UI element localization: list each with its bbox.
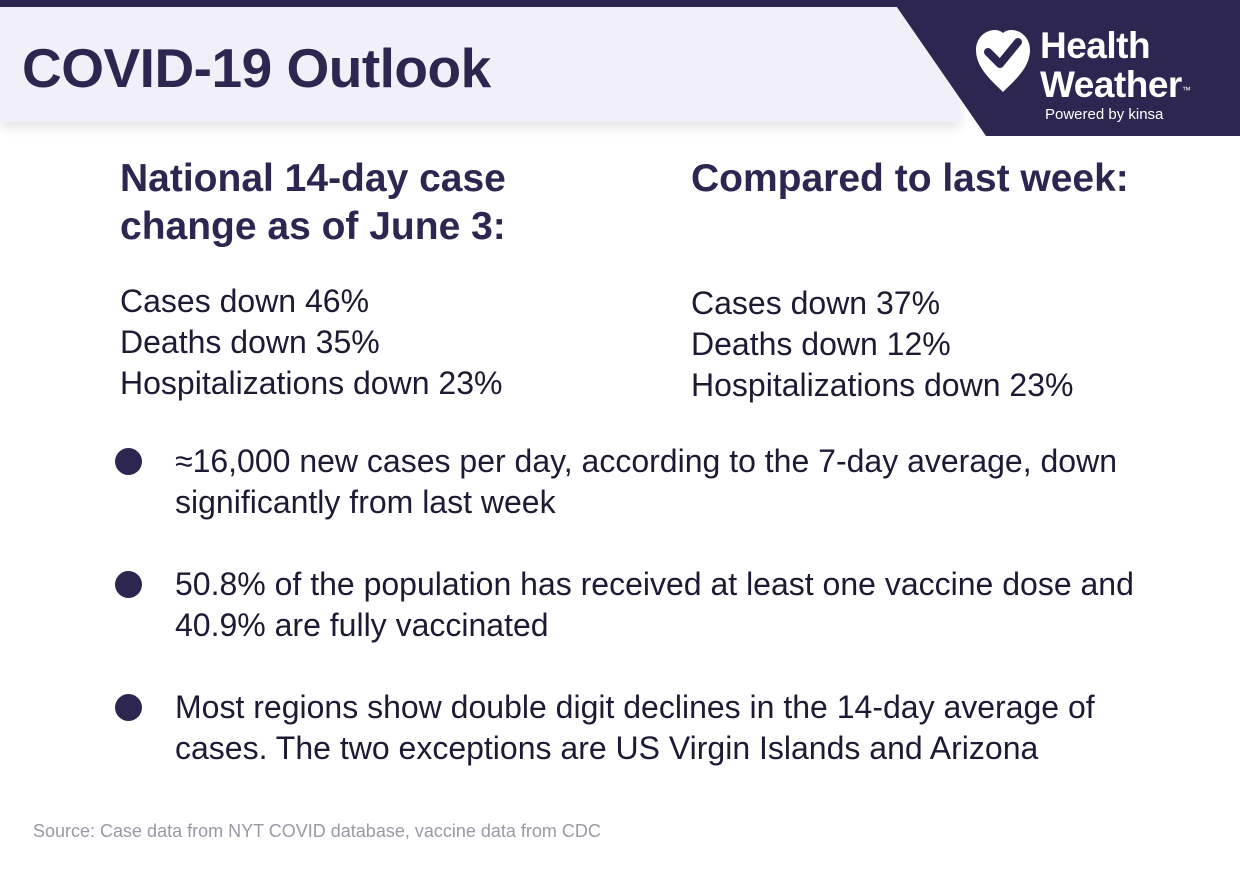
bullet-text: ≈16,000 new cases per day, according to …: [175, 443, 1117, 520]
brand-tagline: Powered by kinsa: [1045, 106, 1164, 123]
trademark-mark: ™: [1181, 85, 1191, 95]
top-rule: [0, 0, 1240, 7]
national-heading: National 14-day case change as of June 3…: [120, 157, 506, 248]
comparison-stat-deaths: Deaths down 12%: [691, 326, 951, 362]
bullet-dot-icon: [115, 571, 142, 598]
header-band: [0, 7, 960, 122]
bullet-dot-icon: [115, 448, 142, 475]
heart-check-icon: [976, 30, 1030, 92]
comparison-heading: Compared to last week:: [691, 157, 1129, 200]
source-note: Source: Case data from NYT COVID databas…: [33, 821, 601, 841]
comparison-stat-hospitalizations: Hospitalizations down 23%: [691, 367, 1074, 403]
national-stat-cases: Cases down 46%: [120, 283, 370, 319]
national-stat-hospitalizations: Hospitalizations down 23%: [120, 365, 503, 401]
comparison-stat-cases: Cases down 37%: [691, 285, 941, 321]
bullet-text: Most regions show double digit declines …: [175, 689, 1095, 766]
brand-name-line1: Health: [1040, 25, 1151, 66]
national-stat-deaths: Deaths down 35%: [120, 324, 380, 360]
brand-name: Health Weather™: [1040, 26, 1230, 104]
bullet-dot-icon: [115, 694, 142, 721]
page-title: COVID-19 Outlook: [22, 37, 491, 99]
brand-name-line2-text: Weather: [1040, 64, 1182, 105]
bullet-text: 50.8% of the population has received at …: [175, 566, 1134, 643]
comparison-stats: Cases down 37% Deaths down 12% Hospitali…: [691, 283, 1073, 406]
national-stats: Cases down 46% Deaths down 35% Hospitali…: [120, 281, 502, 404]
brand-name-line2: Weather™: [1040, 65, 1230, 104]
